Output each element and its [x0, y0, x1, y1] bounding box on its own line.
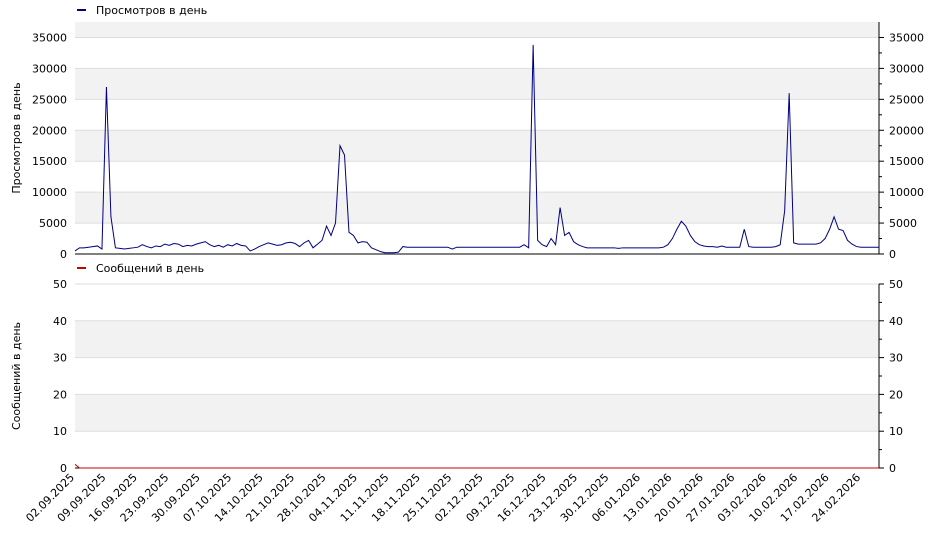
y2-tick-label: 35000 — [889, 31, 924, 44]
y2-tick-label: 0 — [889, 462, 896, 475]
legend-label: Сообщений в день — [96, 262, 204, 275]
y2-tick-label: 10 — [889, 425, 903, 438]
legend-label: Просмотров в день — [96, 4, 207, 17]
y2-tick-label: 25000 — [889, 93, 924, 106]
y-tick-label: 50 — [53, 278, 67, 291]
y-tick-label: 0 — [60, 462, 67, 475]
y-axis-label: Просмотров в день — [10, 82, 23, 193]
y-tick-label: 15000 — [32, 155, 67, 168]
grid-band — [75, 22, 879, 38]
y2-tick-label: 30 — [889, 352, 903, 365]
y-tick-label: 20000 — [32, 124, 67, 137]
y-tick-label: 20 — [53, 388, 67, 401]
y-tick-label: 25000 — [32, 93, 67, 106]
y2-tick-label: 40 — [889, 315, 903, 328]
y2-tick-label: 20000 — [889, 124, 924, 137]
series-line — [74, 463, 879, 469]
grid-band — [75, 320, 879, 358]
y2-tick-label: 20 — [889, 388, 903, 401]
y-tick-label: 5000 — [39, 217, 67, 230]
y2-tick-label: 30000 — [889, 62, 924, 75]
y-tick-label: 0 — [60, 248, 67, 261]
y2-tick-label: 15000 — [889, 155, 924, 168]
y2-tick-label: 50 — [889, 278, 903, 291]
y-tick-label: 10 — [53, 425, 67, 438]
y2-tick-label: 10000 — [889, 186, 924, 199]
y-tick-label: 35000 — [32, 31, 67, 44]
y-tick-label: 10000 — [32, 186, 67, 199]
y-tick-label: 30000 — [32, 62, 67, 75]
series-line — [74, 44, 879, 254]
grid-band — [75, 68, 879, 100]
grid-band — [75, 192, 879, 224]
y2-tick-label: 5000 — [889, 217, 917, 230]
grid-band — [75, 394, 879, 432]
y-tick-label: 30 — [53, 352, 67, 365]
y-axis-label: Сообщений в день — [10, 322, 23, 430]
y-tick-label: 40 — [53, 315, 67, 328]
grid-band — [75, 130, 879, 162]
y2-tick-label: 0 — [889, 248, 896, 261]
